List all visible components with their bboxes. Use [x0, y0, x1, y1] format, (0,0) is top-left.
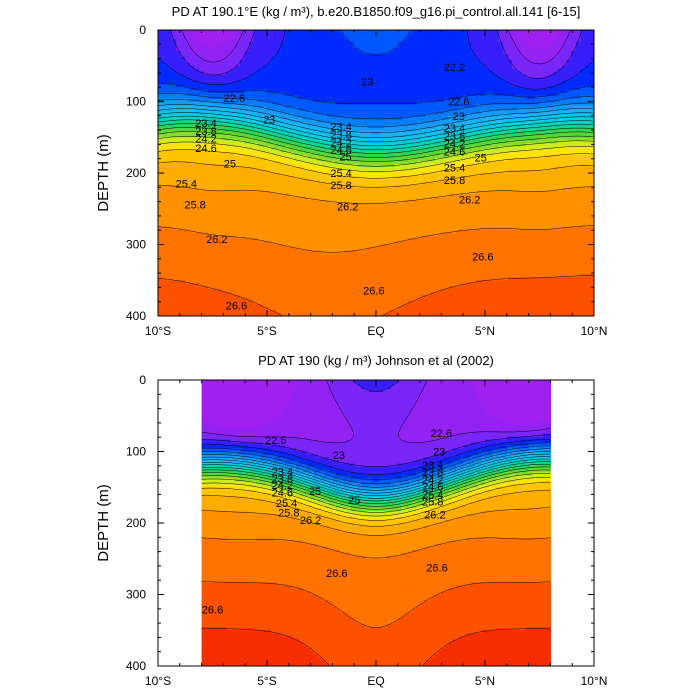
contour-label: 23 [263, 114, 275, 126]
contour-label: 26.2 [459, 195, 480, 207]
contour-label: 24.6 [195, 143, 216, 155]
chart-title: PD AT 190 (kg / m³) Johnson et al (2002) [258, 353, 494, 368]
x-tick-label: 10°S [145, 674, 171, 688]
y-tick-label: 0 [139, 23, 146, 37]
contour-label: 25.4 [330, 168, 351, 180]
x-tick-label: 5°S [257, 674, 276, 688]
contour-label: 24.6 [330, 145, 351, 157]
contour-label: 25.8 [444, 175, 465, 187]
y-ticks [158, 29, 594, 317]
x-tick-label: EQ [367, 674, 384, 688]
contour-label: 26.2 [300, 515, 321, 527]
contour-label: 26.2 [206, 234, 227, 246]
contour-label: 25 [309, 486, 321, 498]
x-ticks [157, 380, 595, 666]
contour-label: 22.6 [431, 428, 452, 440]
y-axis-label: DEPTH (m) [95, 484, 112, 562]
contour-label: 23 [453, 111, 465, 123]
y-axis-label: DEPTH (m) [95, 134, 112, 212]
contour-label: 25.8 [422, 497, 443, 509]
contour-label: 26.6 [363, 285, 384, 297]
y-tick-label: 200 [126, 166, 146, 180]
contour-label: 23 [333, 450, 345, 462]
contour-label: 22.6 [265, 435, 286, 447]
contour-label: 23.4 [195, 118, 216, 130]
contour-label: 24.2 [330, 137, 351, 149]
contour-label: 24.6 [444, 147, 465, 159]
contour-label: 23.4 [330, 122, 351, 134]
contour-label: 26.2 [337, 202, 358, 214]
contour-label: 25.4 [176, 179, 197, 191]
x-tick-label: 10°N [581, 674, 608, 688]
density-field [201, 380, 551, 666]
x-tick-label: 5°S [257, 324, 276, 338]
contour-label: 23.4 [422, 460, 443, 472]
y-tick-label: 400 [126, 309, 146, 323]
contour-label: 26.6 [226, 300, 247, 312]
y-tick-label: 400 [126, 659, 146, 673]
contour-label: 26.6 [472, 252, 493, 264]
contour-label: 24.2 [272, 480, 293, 492]
contour-label: 24.2 [195, 134, 216, 146]
contour-label: 25.4 [422, 489, 443, 501]
y-tick-label: 100 [126, 445, 146, 459]
contour-label: 23.8 [444, 131, 465, 143]
contour-label: 23.4 [272, 467, 293, 479]
contour-lines [201, 380, 551, 666]
x-tick-label: 10°S [145, 324, 171, 338]
density-field [158, 30, 594, 316]
y-tick-label: 100 [126, 95, 146, 109]
x-tick-label: 5°N [475, 674, 495, 688]
contour-label: 24.6 [422, 482, 443, 494]
contour-label: 25.4 [444, 162, 465, 174]
contour-lines [158, 30, 594, 316]
contour-label: 23.8 [272, 474, 293, 486]
contour-label: 25.8 [278, 507, 299, 519]
contour-label: 22.6 [448, 97, 469, 109]
x-tick-label: 10°N [581, 324, 608, 338]
contour-label: 26.6 [426, 562, 447, 574]
contour-label: 23.4 [444, 123, 465, 135]
chart-title: PD AT 190.1°E (kg / m³), b.e20.B1850.f09… [172, 4, 581, 19]
contour-label: 25 [224, 159, 236, 171]
contour-label: 25 [348, 495, 360, 507]
y-tick-label: 300 [126, 588, 146, 602]
y-tick-label: 300 [126, 238, 146, 252]
contour-label: 25.8 [330, 180, 351, 192]
contour-label: 25 [474, 152, 486, 164]
contour-label: 26.6 [326, 568, 347, 580]
x-ticks [157, 30, 595, 316]
contour-label: 24.2 [444, 139, 465, 151]
contour-label: 25.4 [276, 498, 297, 510]
contour-label: 24.2 [422, 474, 443, 486]
contour-label: 25 [339, 152, 351, 164]
y-tick-label: 200 [126, 516, 146, 530]
y-ticks [158, 379, 594, 667]
contour-label: 23.8 [195, 126, 216, 138]
x-tick-label: EQ [367, 324, 384, 338]
contour-label: 23 [433, 447, 445, 459]
x-tick-label: 5°N [475, 324, 495, 338]
contour-label: 26.2 [424, 509, 445, 521]
contour-label: 23.8 [330, 129, 351, 141]
contour-label: 22.2 [444, 62, 465, 74]
contour-label: 22.6 [224, 93, 245, 105]
contour-label: 23 [361, 77, 373, 89]
panel-model: 22.6232322.222.62323.423.824.224.623.423… [95, 4, 607, 338]
y-tick-label: 0 [139, 373, 146, 387]
contour-label: 26.6 [202, 605, 223, 617]
contour-label: 24.6 [272, 487, 293, 499]
contour-label: 25.8 [184, 200, 205, 212]
contour-label: 23.8 [422, 467, 443, 479]
